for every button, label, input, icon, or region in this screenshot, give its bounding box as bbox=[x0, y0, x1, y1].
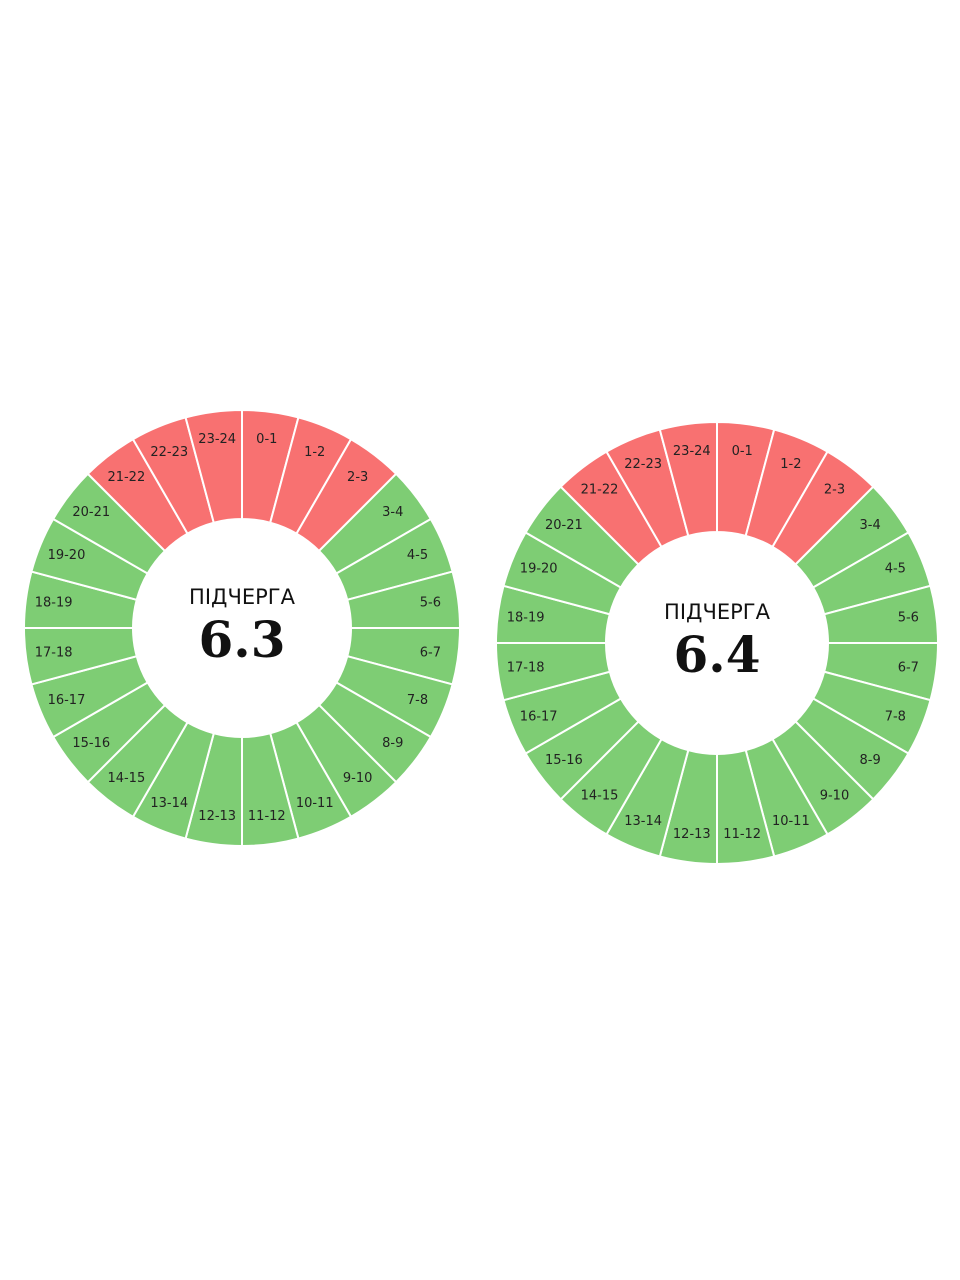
hour-label: 23-24 bbox=[198, 432, 236, 447]
hour-label: 13-14 bbox=[624, 814, 662, 829]
dial: 0-1 1-2 2-3 3-4 4-5 5-6 6-7 7-8 8-9 9-10 10-11 11-1… bbox=[494, 420, 940, 866]
hour-label: 12-13 bbox=[673, 827, 711, 842]
hour-label: 18-19 bbox=[507, 610, 545, 625]
hour-label: 10-11 bbox=[772, 814, 810, 829]
hour-label: 1-2 bbox=[780, 457, 801, 472]
hour-label: 13-14 bbox=[150, 796, 188, 811]
hour-label: 14-15 bbox=[107, 771, 145, 786]
hour-label: 17-18 bbox=[507, 661, 545, 676]
hour-label: 20-21 bbox=[72, 505, 110, 520]
hour-label: 15-16 bbox=[545, 753, 583, 768]
hour-label: 16-17 bbox=[520, 709, 558, 724]
hour-label: 12-13 bbox=[198, 809, 236, 824]
subqueue-label: ПІДЧЕРГА bbox=[189, 585, 296, 609]
hour-label: 5-6 bbox=[420, 596, 441, 611]
hour-label: 4-5 bbox=[885, 562, 906, 577]
hour-label: 16-17 bbox=[48, 693, 86, 708]
hour-label: 7-8 bbox=[407, 693, 428, 708]
hour-label: 22-23 bbox=[624, 457, 662, 472]
hour-label: 0-1 bbox=[256, 432, 277, 447]
hour-label: 3-4 bbox=[860, 518, 881, 533]
hour-label: 15-16 bbox=[72, 736, 110, 751]
hour-label: 2-3 bbox=[824, 482, 845, 497]
hour-label: 20-21 bbox=[545, 518, 583, 533]
hour-label: 6-7 bbox=[420, 645, 441, 660]
hour-label: 3-4 bbox=[382, 505, 403, 520]
hour-label: 22-23 bbox=[150, 445, 188, 460]
hour-label: 18-19 bbox=[35, 596, 73, 611]
hour-label: 21-22 bbox=[581, 482, 619, 497]
hour-label: 9-10 bbox=[343, 771, 373, 786]
hour-label: 14-15 bbox=[581, 789, 619, 804]
hour-label: 1-2 bbox=[304, 445, 325, 460]
hour-label: 10-11 bbox=[296, 796, 334, 811]
dial: 0-1 1-2 2-3 3-4 4-5 5-6 6-7 7-8 8-9 9-10 10-11 11-1… bbox=[22, 408, 462, 848]
hour-segment bbox=[184, 408, 243, 524]
hour-label: 8-9 bbox=[382, 736, 403, 751]
subqueue-label: ПІДЧЕРГА bbox=[664, 600, 771, 624]
hour-label: 2-3 bbox=[347, 470, 368, 485]
hour-label: 23-24 bbox=[673, 444, 711, 459]
hour-label: 19-20 bbox=[48, 548, 86, 563]
hour-label: 4-5 bbox=[407, 548, 428, 563]
hour-label: 11-12 bbox=[723, 827, 761, 842]
subqueue-number: 6.4 bbox=[674, 625, 761, 684]
hour-segment bbox=[658, 420, 718, 538]
hour-label: 5-6 bbox=[898, 610, 919, 625]
hour-label: 8-9 bbox=[860, 753, 881, 768]
hour-label: 6-7 bbox=[898, 661, 919, 676]
hour-label: 17-18 bbox=[35, 645, 73, 660]
hour-label: 21-22 bbox=[107, 470, 145, 485]
hour-label: 7-8 bbox=[885, 709, 906, 724]
hour-label: 11-12 bbox=[248, 809, 286, 824]
hour-label: 9-10 bbox=[820, 789, 850, 804]
hour-label: 0-1 bbox=[732, 444, 753, 459]
subqueue-number: 6.3 bbox=[199, 610, 286, 669]
hour-label: 19-20 bbox=[520, 562, 558, 577]
